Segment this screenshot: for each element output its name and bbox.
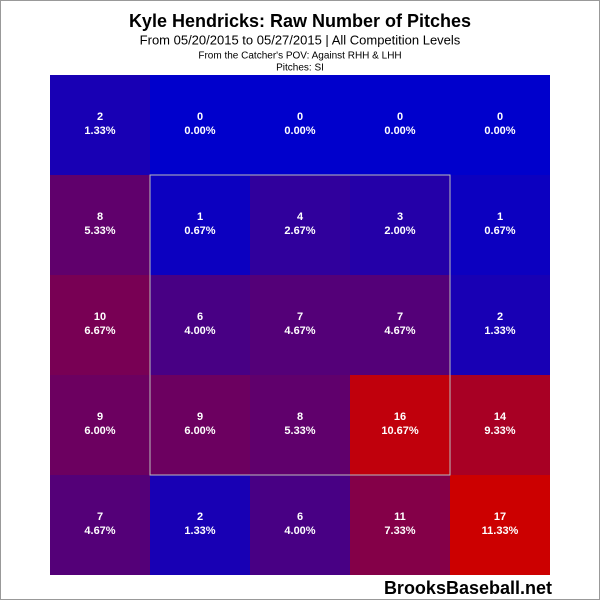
count-label: 0 bbox=[497, 111, 503, 123]
count-label: 16 bbox=[394, 411, 406, 423]
count-label: 9 bbox=[97, 411, 103, 423]
percent-label: 6.67% bbox=[84, 325, 115, 337]
count-label: 4 bbox=[297, 211, 304, 223]
count-label: 17 bbox=[494, 511, 506, 523]
heat-cell bbox=[150, 275, 250, 375]
percent-label: 5.33% bbox=[284, 425, 315, 437]
percent-label: 7.33% bbox=[384, 525, 415, 537]
heat-cell bbox=[250, 275, 350, 375]
count-label: 7 bbox=[97, 511, 103, 523]
percent-label: 0.00% bbox=[484, 125, 515, 137]
heat-cell bbox=[50, 175, 150, 275]
percent-label: 4.67% bbox=[84, 525, 115, 537]
strike-zone bbox=[149, 174, 451, 476]
heat-cell bbox=[150, 375, 250, 475]
percent-label: 1.33% bbox=[184, 525, 215, 537]
percent-label: 2.00% bbox=[384, 225, 415, 237]
heat-cell bbox=[150, 175, 250, 275]
percent-label: 0.00% bbox=[284, 125, 315, 137]
count-label: 1 bbox=[497, 211, 503, 223]
heat-cell bbox=[50, 75, 150, 175]
percent-label: 1.33% bbox=[484, 325, 515, 337]
count-label: 0 bbox=[397, 111, 403, 123]
percent-label: 6.00% bbox=[184, 425, 215, 437]
percent-label: 0.67% bbox=[484, 225, 515, 237]
count-label: 0 bbox=[197, 111, 203, 123]
count-label: 11 bbox=[394, 511, 406, 523]
count-label: 9 bbox=[197, 411, 203, 423]
heat-cell bbox=[150, 75, 250, 175]
chart-subtitle: From 05/20/2015 to 05/27/2015 | All Comp… bbox=[140, 32, 461, 47]
percent-label: 0.00% bbox=[184, 125, 215, 137]
percent-label: 0.00% bbox=[384, 125, 415, 137]
count-label: 2 bbox=[97, 111, 103, 123]
heat-cell bbox=[450, 375, 550, 475]
pitch-note: Pitches: SI bbox=[276, 63, 324, 74]
percent-label: 1.33% bbox=[84, 125, 115, 137]
heat-cell bbox=[50, 275, 150, 375]
view-note: From the Catcher's POV: Against RHH & LH… bbox=[198, 51, 401, 62]
heat-cell bbox=[350, 475, 450, 575]
count-label: 14 bbox=[494, 411, 507, 423]
heat-cell bbox=[450, 275, 550, 375]
heat-cell bbox=[450, 475, 550, 575]
count-label: 8 bbox=[97, 211, 103, 223]
heatmap-grid: 21.33%00.00%00.00%00.00%00.00%85.33%10.6… bbox=[50, 75, 550, 575]
count-label: 6 bbox=[197, 311, 203, 323]
percent-label: 4.00% bbox=[184, 325, 215, 337]
count-label: 10 bbox=[94, 311, 106, 323]
count-label: 8 bbox=[297, 411, 303, 423]
percent-label: 2.67% bbox=[284, 225, 315, 237]
percent-label: 6.00% bbox=[84, 425, 115, 437]
heat-cell bbox=[150, 475, 250, 575]
chart-title: Kyle Hendricks: Raw Number of Pitches bbox=[129, 11, 471, 31]
count-label: 0 bbox=[297, 111, 303, 123]
percent-label: 5.33% bbox=[84, 225, 115, 237]
heat-cell bbox=[350, 75, 450, 175]
percent-label: 9.33% bbox=[484, 425, 515, 437]
count-label: 1 bbox=[197, 211, 203, 223]
heat-cell bbox=[250, 75, 350, 175]
heat-cell bbox=[350, 175, 450, 275]
count-label: 2 bbox=[497, 311, 503, 323]
count-label: 2 bbox=[197, 511, 203, 523]
count-label: 3 bbox=[397, 211, 403, 223]
heat-cell bbox=[50, 375, 150, 475]
count-label: 7 bbox=[397, 311, 403, 323]
count-label: 7 bbox=[297, 311, 303, 323]
count-label: 6 bbox=[297, 511, 303, 523]
heat-cell bbox=[350, 375, 450, 475]
heat-cell bbox=[50, 475, 150, 575]
percent-label: 4.67% bbox=[384, 325, 415, 337]
watermark: BrooksBaseball.net bbox=[384, 578, 552, 598]
percent-label: 10.67% bbox=[381, 425, 419, 437]
percent-label: 0.67% bbox=[184, 225, 215, 237]
heat-cell bbox=[350, 275, 450, 375]
heat-cell bbox=[450, 75, 550, 175]
percent-label: 4.00% bbox=[284, 525, 315, 537]
heat-cell bbox=[450, 175, 550, 275]
percent-label: 4.67% bbox=[284, 325, 315, 337]
heat-cell bbox=[250, 375, 350, 475]
heat-cell bbox=[250, 175, 350, 275]
percent-label: 11.33% bbox=[482, 525, 519, 537]
heat-cell bbox=[250, 475, 350, 575]
